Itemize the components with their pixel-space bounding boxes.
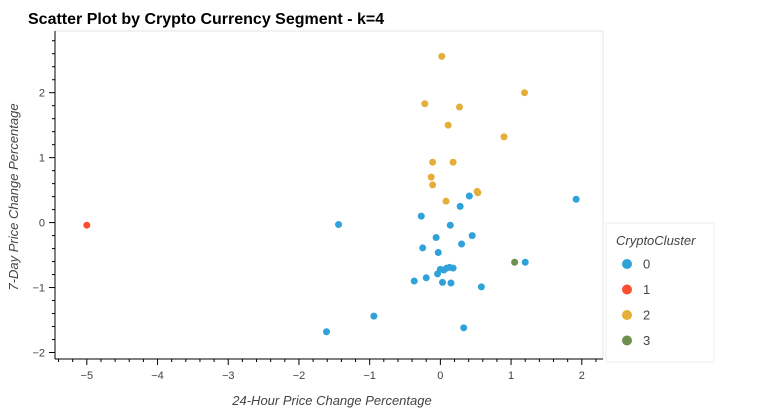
data-point-cluster-1 <box>83 221 91 229</box>
data-point-cluster-0 <box>410 277 418 285</box>
data-point-cluster-0 <box>434 248 442 256</box>
legend-swatch-1 <box>622 284 632 295</box>
data-point-cluster-0 <box>572 195 580 203</box>
data-point-cluster-2 <box>427 173 435 181</box>
x-tick-label: 1 <box>508 370 514 382</box>
data-point-cluster-2 <box>455 103 463 111</box>
data-point-cluster-0 <box>456 202 464 210</box>
y-tick-label: −1 <box>32 283 45 295</box>
x-axis-ticks: −5 −4 −3 −2 −1 0 1 2 <box>58 359 597 382</box>
x-tick-label: −1 <box>363 370 376 382</box>
data-point-cluster-2 <box>442 197 450 205</box>
data-point-cluster-0 <box>468 232 476 240</box>
data-point-cluster-2 <box>521 89 529 97</box>
data-point-cluster-0 <box>432 234 440 242</box>
data-point-cluster-2 <box>429 158 437 166</box>
data-point-cluster-3 <box>511 258 519 266</box>
data-point-cluster-2 <box>421 100 429 108</box>
data-point-cluster-2 <box>429 181 437 189</box>
y-tick-label: −2 <box>32 348 45 360</box>
data-point-cluster-2 <box>449 158 457 166</box>
legend-items: 0 1 2 3 <box>622 257 650 348</box>
y-axis-ticks: −2 −1 0 1 2 <box>32 40 55 360</box>
x-tick-label: −3 <box>222 370 235 382</box>
data-point-cluster-0 <box>335 221 343 229</box>
data-points <box>83 52 580 336</box>
data-point-cluster-0 <box>477 283 485 291</box>
y-tick-label: 0 <box>39 218 45 230</box>
data-point-cluster-0 <box>323 328 331 336</box>
data-point-cluster-0 <box>521 258 529 266</box>
legend-swatch-2 <box>622 310 632 320</box>
legend: CryptoCluster 0 1 2 3 <box>605 222 715 363</box>
legend-label-3: 3 <box>643 333 650 348</box>
y-tick-label: 1 <box>39 153 45 165</box>
data-point-cluster-0 <box>447 279 455 287</box>
x-tick-label: 0 <box>437 370 443 382</box>
x-tick-label: −5 <box>81 370 94 382</box>
x-tick-label: −2 <box>293 370 306 382</box>
legend-label-0: 0 <box>643 257 650 272</box>
data-point-cluster-2 <box>438 52 446 60</box>
legend-label-1: 1 <box>643 282 650 297</box>
x-tick-label: −4 <box>151 370 164 382</box>
legend-label-2: 2 <box>643 308 650 323</box>
x-axis-label: 24-Hour Price Change Percentage <box>231 393 431 408</box>
data-point-cluster-0 <box>438 278 446 286</box>
legend-swatch-3 <box>622 335 632 346</box>
data-point-cluster-0 <box>422 274 430 282</box>
data-point-cluster-2 <box>444 121 452 129</box>
data-point-cluster-0 <box>434 270 442 278</box>
data-point-cluster-0 <box>460 324 468 332</box>
data-point-cluster-0 <box>458 240 466 248</box>
legend-swatch-0 <box>622 259 632 269</box>
legend-title: CryptoCluster <box>616 233 696 248</box>
data-point-cluster-2 <box>500 133 508 141</box>
x-tick-label: 2 <box>579 370 585 382</box>
chart-title: Scatter Plot by Crypto Currency Segment … <box>28 11 384 28</box>
data-point-cluster-0 <box>417 212 425 220</box>
y-tick-label: 2 <box>39 88 45 100</box>
data-point-cluster-0 <box>419 244 427 252</box>
data-point-cluster-0 <box>446 221 454 229</box>
plot-area <box>54 30 604 360</box>
y-axis-label: 7-Day Price Change Percentage <box>6 103 21 290</box>
data-point-cluster-0 <box>370 312 378 320</box>
data-point-cluster-0 <box>465 192 473 200</box>
data-point-cluster-2 <box>474 189 482 197</box>
